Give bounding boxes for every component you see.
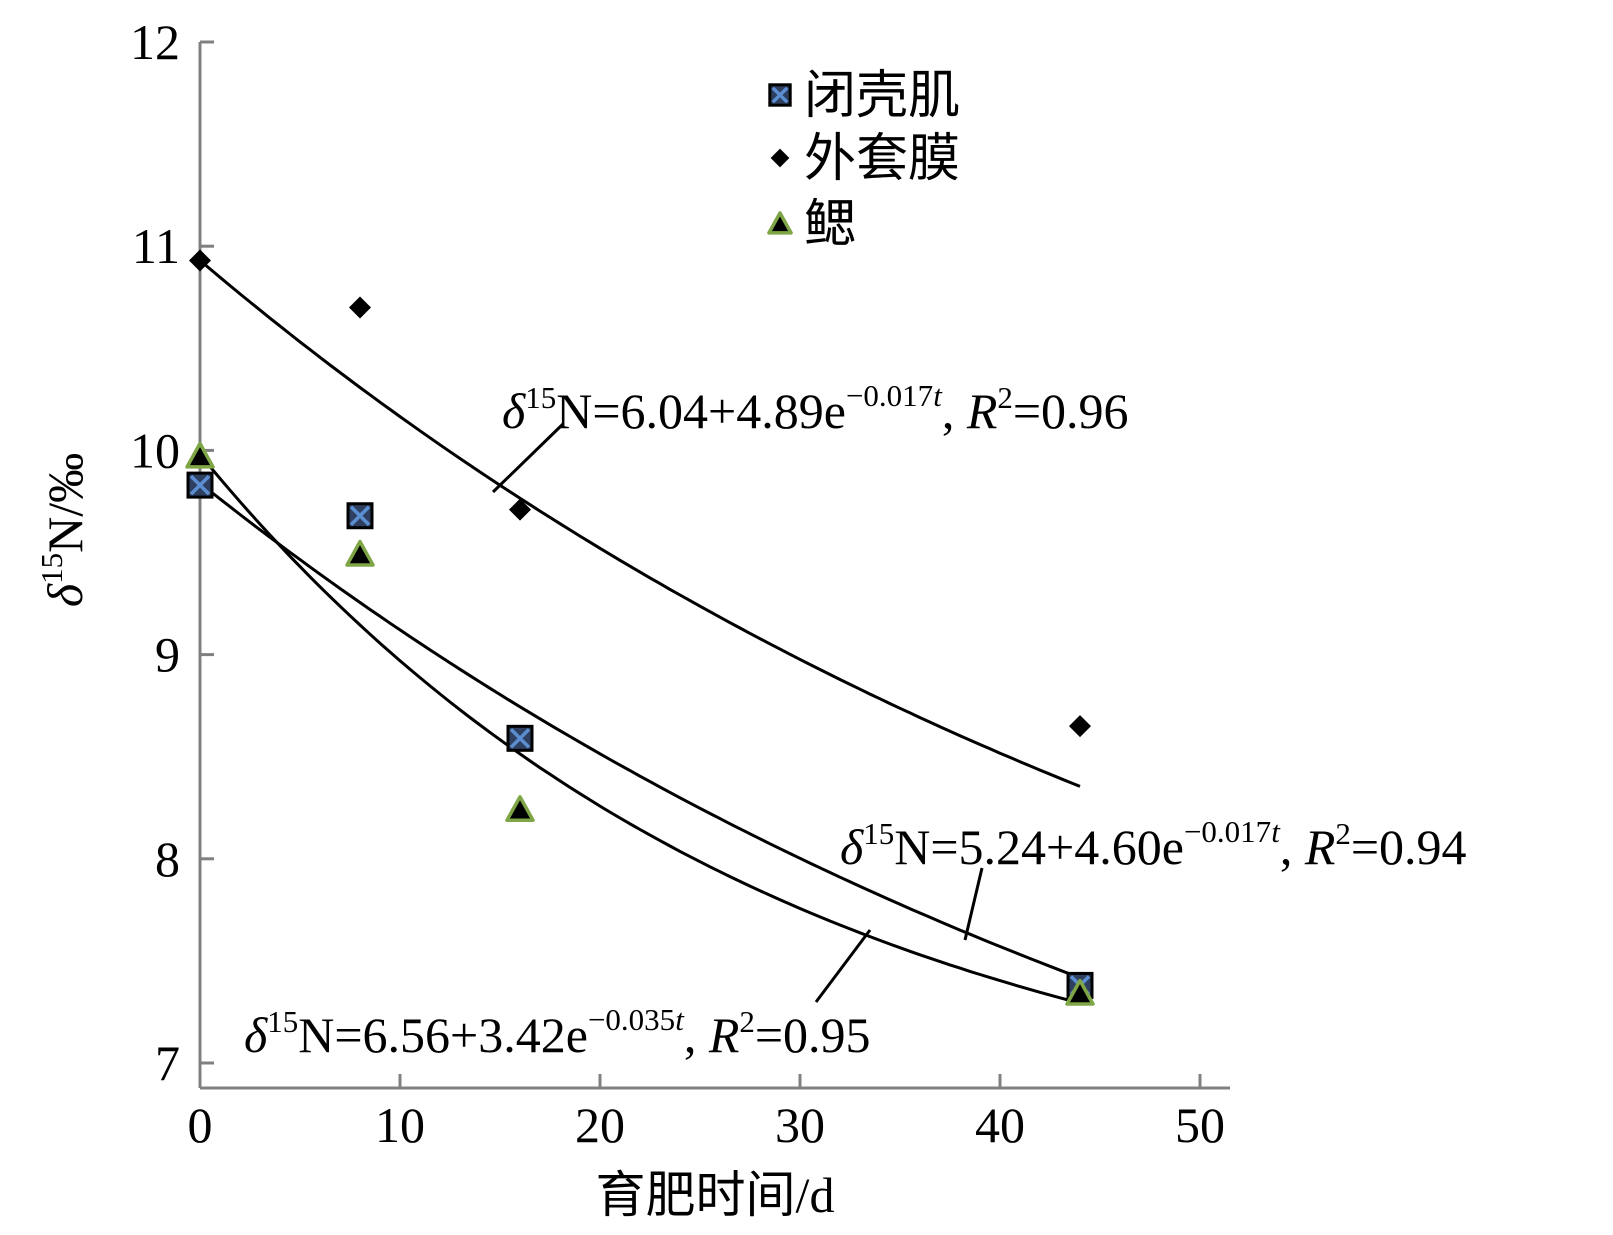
legend-label: 外套膜 [804, 129, 960, 189]
legend-label: 鳃 [804, 195, 856, 255]
leader-line-gill [814, 929, 872, 1003]
data-point-square-x [346, 502, 374, 530]
legend-label: 闭壳肌 [804, 66, 960, 126]
y-tick-label: 8 [155, 831, 180, 887]
y-tick-label: 9 [155, 627, 180, 683]
fit-equation-gill: δ15N=6.56+3.42e−0.035t, R2=0.95 [244, 1002, 871, 1063]
y-axis-title: δ15N/‰ [34, 453, 93, 607]
y-tick-label: 10 [130, 422, 180, 478]
data-point-diamond [189, 249, 211, 272]
y-tick-label: 7 [155, 1035, 180, 1091]
data-point-triangle [1065, 978, 1095, 1006]
data-point-square-x [186, 471, 214, 499]
legend-marker [767, 211, 793, 235]
fit-curves [198, 259, 1081, 1005]
data-point-diamond [1069, 715, 1091, 738]
data-point-triangle [345, 539, 375, 567]
data-point-square-x [506, 724, 534, 752]
data-point-triangle [185, 441, 215, 469]
fit-curve [199, 481, 1081, 980]
x-tick-label: 30 [775, 1097, 825, 1153]
data-point-diamond [509, 498, 531, 521]
x-tick-label: 10 [375, 1097, 425, 1153]
tick-labels: 0 10 20 30 40 50 7 8 9 10 11 12 [130, 14, 1225, 1153]
leader-line-adductor [963, 867, 984, 941]
markers [185, 249, 1095, 1006]
x-axis-title: 育肥时间/d [596, 1167, 835, 1223]
fit-curve [199, 259, 1081, 788]
leader-line-mantle [491, 422, 565, 494]
x-tick-label: 50 [1175, 1097, 1225, 1153]
fit-equation-mantle: δ15N=6.04+4.89e−0.017t, R2=0.96 [502, 378, 1129, 439]
x-tick-label: 40 [975, 1097, 1025, 1153]
legend-item: 外套膜 [770, 129, 960, 189]
annotations: δ15N=6.04+4.89e−0.017t, R2=0.96 δ15N=5.2… [244, 378, 1467, 1063]
legend-item: 鳃 [767, 195, 856, 255]
legend-marker [770, 148, 790, 168]
axes [198, 42, 1230, 1090]
leader-lines [491, 422, 984, 1003]
legend-marker [768, 83, 792, 107]
x-tick-label: 0 [188, 1097, 213, 1153]
x-tick-label: 20 [575, 1097, 625, 1153]
legend-item: 闭壳肌 [768, 66, 960, 126]
data-point-triangle [505, 795, 535, 822]
data-point-diamond [349, 296, 371, 319]
fit-equation-adductor: δ15N=5.24+4.60e−0.017t, R2=0.94 [840, 814, 1467, 875]
fit-curve [198, 453, 1081, 1005]
y-tick-label: 12 [130, 14, 180, 70]
y-tick-label: 11 [132, 218, 180, 274]
